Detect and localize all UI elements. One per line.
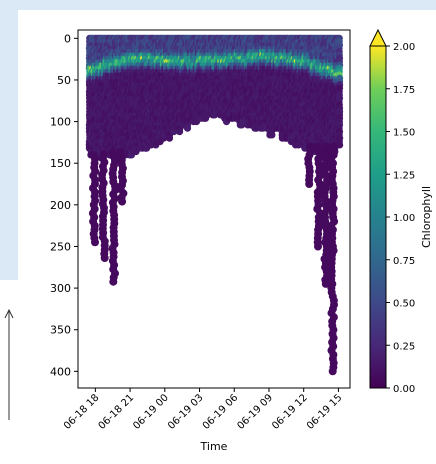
data-point (268, 131, 276, 139)
data-point (165, 134, 174, 142)
chart-figure: 0 50 100 150 200 250 300 350 400 06-18 18 06-18 2… (18, 10, 436, 460)
scatter-points (85, 34, 344, 376)
data-point (183, 124, 192, 132)
background-axis-arrow (4, 308, 14, 420)
data-point (176, 128, 184, 136)
